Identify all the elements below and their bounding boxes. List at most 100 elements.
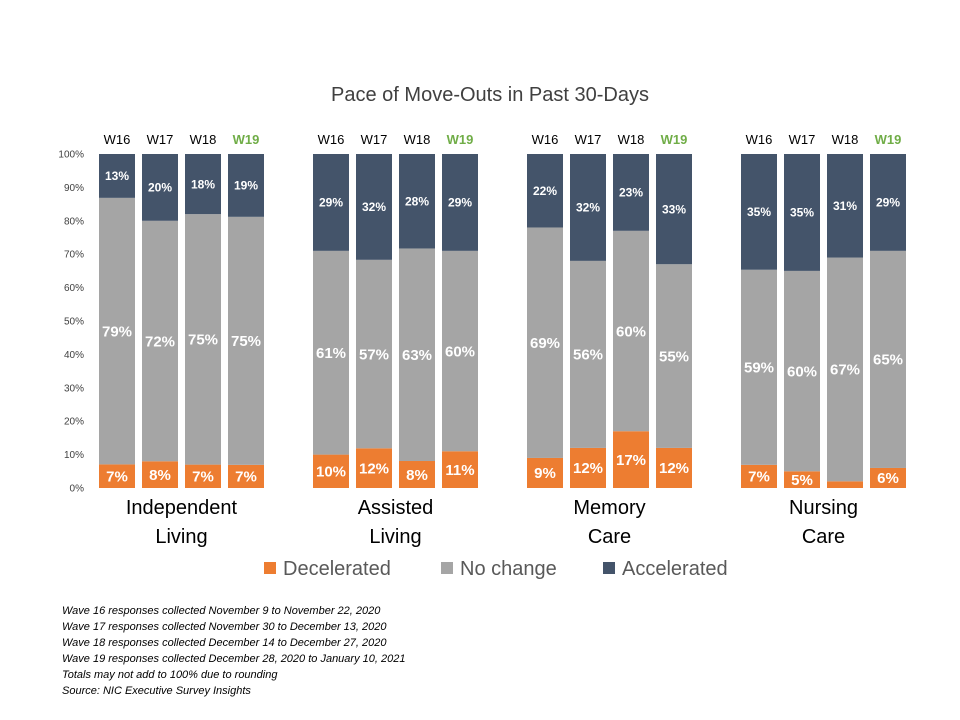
data-label: 60% — [445, 343, 475, 360]
bar-segment-accelerated — [784, 154, 820, 271]
data-label: 12% — [359, 460, 389, 477]
y-axis: 0% 10% 20% 30% 40% 50% 60% 70% 80% 90% 100% — [58, 150, 84, 495]
data-label: 67% — [830, 362, 860, 379]
footnote-line: Wave 16 responses collected November 9 t… — [62, 605, 381, 617]
data-label: 9% — [534, 465, 556, 482]
group-label: Nursing — [789, 497, 858, 519]
y-tick-label: 50% — [64, 317, 84, 328]
wave-label: W18 — [618, 132, 645, 147]
wave-label: W16 — [746, 132, 773, 147]
bar-segment-accelerated — [399, 154, 435, 249]
bar-segment-decelerated — [313, 454, 349, 488]
data-label: 35% — [790, 206, 814, 220]
bar-segment-no-change — [870, 250, 906, 468]
data-label: 32% — [576, 201, 600, 215]
wave-label: W17 — [147, 132, 174, 147]
y-tick-label: 100% — [58, 150, 84, 161]
data-label: 31% — [833, 199, 857, 213]
y-tick-label: 0% — [70, 484, 85, 495]
y-tick-label: 10% — [64, 450, 84, 461]
wave-label: W19 — [661, 132, 688, 147]
data-label: 65% — [873, 352, 903, 369]
bar-segment-accelerated — [356, 154, 392, 260]
data-label: 29% — [876, 196, 900, 210]
wave-label: W16 — [532, 132, 559, 147]
wave-label: W18 — [190, 132, 217, 147]
data-label: 8% — [406, 467, 428, 484]
wave-label: W19 — [875, 132, 902, 147]
data-label: 7% — [192, 469, 214, 486]
footnote-line: Wave 18 responses collected December 14 … — [62, 637, 387, 649]
legend-swatch — [603, 562, 615, 574]
wave-label: W19 — [233, 132, 260, 147]
legend-label: Accelerated — [622, 558, 728, 580]
bar-segment-decelerated — [399, 461, 435, 488]
bar-segment-decelerated — [613, 431, 649, 488]
data-label: 10% — [316, 464, 346, 481]
bar-segment-no-change — [142, 220, 178, 462]
bar-segment-decelerated — [142, 461, 178, 488]
group-label: Assisted — [358, 497, 434, 519]
bar-groups: W16 7% 79% 13% W17 8% 72% 20% W18 7% 75% 18% W19 7% 75… — [99, 132, 906, 548]
data-label: 13% — [105, 169, 129, 183]
group-label: Living — [369, 526, 421, 548]
data-label: 7% — [235, 469, 257, 486]
bar-segment-no-change — [356, 259, 392, 449]
data-label: 12% — [573, 460, 603, 477]
wave-label: W19 — [447, 132, 474, 147]
group-label: Care — [588, 526, 631, 548]
footnote-line: Source: NIC Executive Survey Insights — [62, 685, 251, 697]
bar-segment-no-change — [442, 250, 478, 452]
wave-label: W18 — [404, 132, 431, 147]
data-label: 29% — [448, 196, 472, 210]
data-label: 57% — [359, 346, 389, 363]
data-label: 23% — [619, 186, 643, 200]
bar-segment-decelerated — [527, 457, 563, 488]
data-label: 32% — [362, 200, 386, 214]
bar-segment-decelerated — [442, 451, 478, 488]
stacked-bar-chart: Pace of Move-Outs in Past 30-Days 0% 10% 2… — [58, 84, 906, 580]
y-tick-label: 20% — [64, 417, 84, 428]
data-label: 8% — [149, 467, 171, 484]
legend: Decelerated No change Accelerated — [264, 558, 728, 580]
footnote-line: Wave 19 responses collected December 28,… — [62, 653, 406, 665]
bar-segment-no-change — [656, 264, 692, 448]
bar-segment-decelerated — [356, 448, 392, 488]
bar-segment-decelerated — [741, 464, 777, 488]
bar-segment-accelerated — [313, 154, 349, 251]
bar-segment-decelerated — [99, 464, 135, 488]
data-label: 29% — [319, 196, 343, 210]
chart-title: Pace of Move-Outs in Past 30-Days — [331, 84, 649, 106]
data-label: 56% — [573, 347, 603, 364]
bar-segment-no-change — [185, 214, 221, 465]
bar-segment-decelerated — [570, 447, 606, 488]
bar-segment-accelerated — [741, 154, 777, 270]
bar-segment-decelerated — [185, 464, 221, 488]
bar-segment-accelerated — [870, 154, 906, 251]
bar-segment-decelerated — [870, 467, 906, 488]
footnotes: Wave 16 responses collected November 9 t… — [62, 603, 405, 699]
data-label: 12% — [659, 460, 689, 477]
legend-label: Decelerated — [283, 558, 391, 580]
data-label: 63% — [402, 347, 432, 364]
data-label: 18% — [191, 177, 215, 191]
group-label: Care — [802, 526, 845, 548]
data-label: 7% — [748, 469, 770, 486]
legend-swatch — [264, 562, 276, 574]
data-label: 33% — [662, 202, 686, 216]
y-tick-label: 90% — [64, 183, 84, 194]
data-label: 69% — [530, 335, 560, 352]
bar-segment-accelerated — [442, 154, 478, 251]
bar-group: W16 7% 79% 13% W17 8% 72% 20% W18 7% 75% 18% W19 7% 75… — [99, 132, 264, 548]
legend-swatch — [441, 562, 453, 574]
data-label: 5% — [791, 472, 813, 489]
data-label: 28% — [405, 194, 429, 208]
wave-label: W16 — [318, 132, 345, 147]
bar-group: W16 9% 69% 22% W17 12% 56% 32% W18 17% 60% 23% W19 12… — [527, 132, 692, 548]
bar-segment-decelerated — [827, 481, 863, 488]
bar-segment-no-change — [399, 248, 435, 462]
wave-label: W16 — [104, 132, 131, 147]
group-label: Independent — [126, 497, 238, 519]
data-label: 17% — [616, 452, 646, 469]
data-label: 60% — [787, 363, 817, 380]
